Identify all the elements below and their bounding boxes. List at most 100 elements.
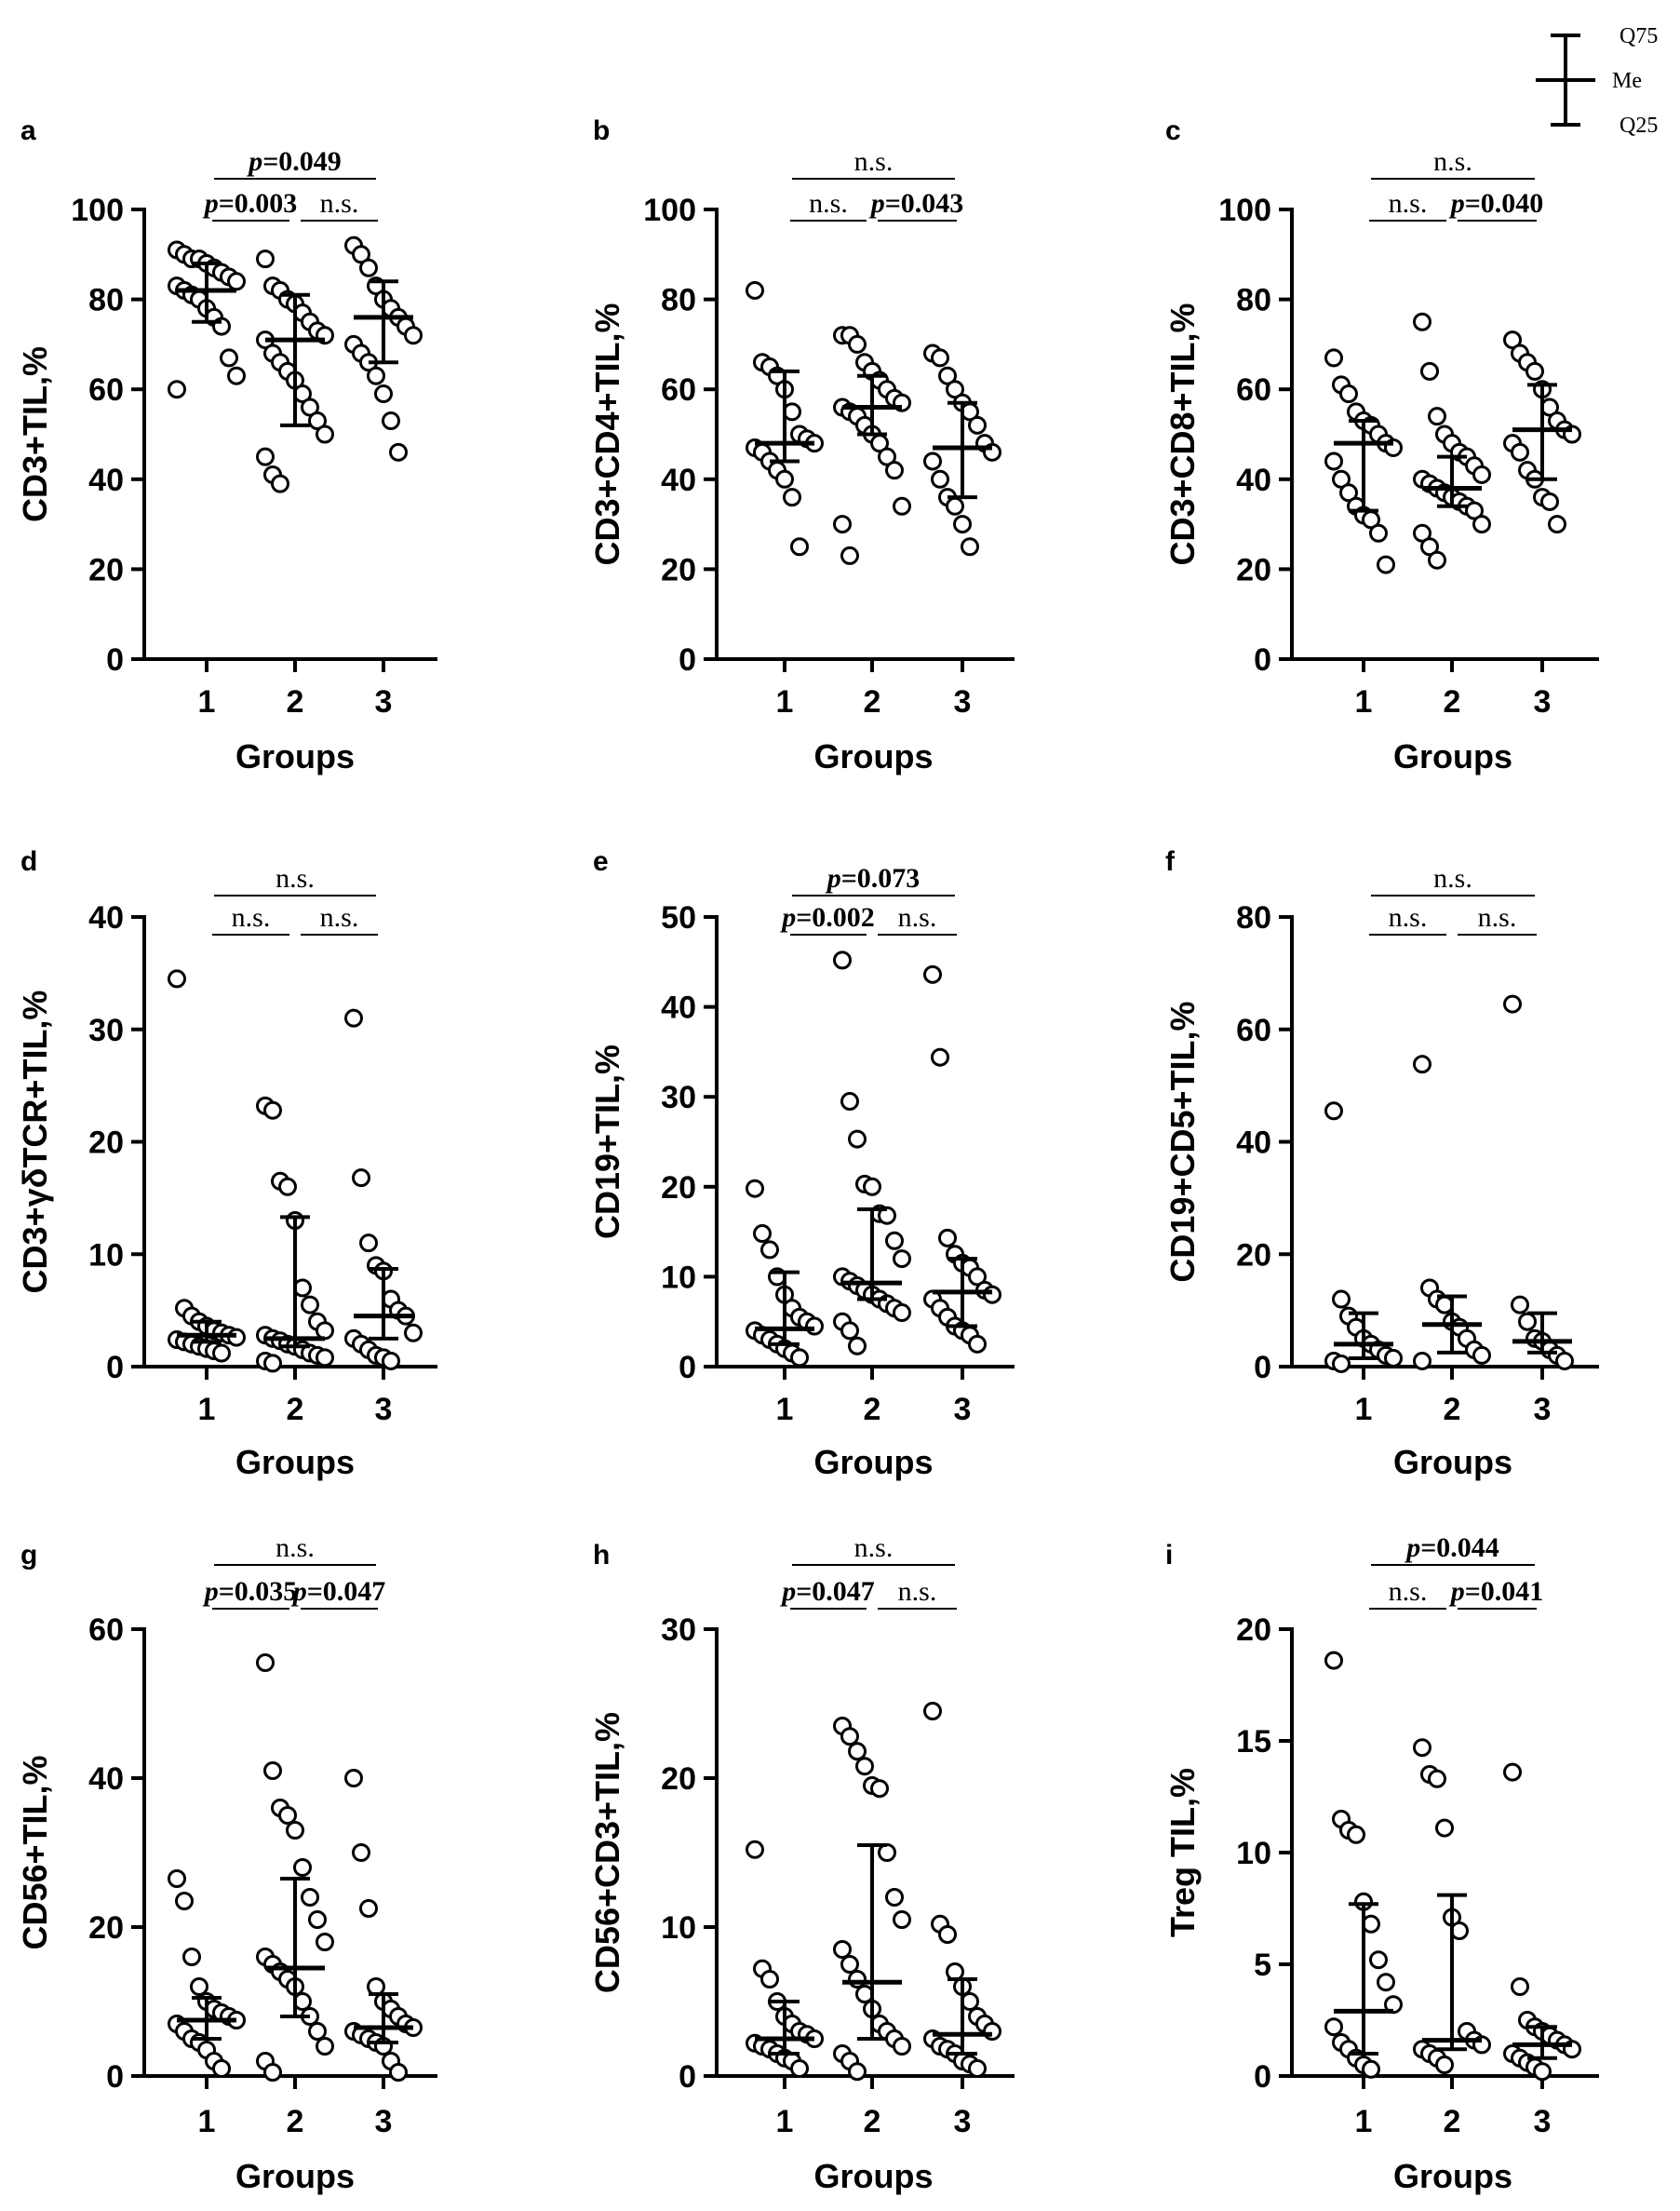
y-tick-label: 20	[88, 1126, 124, 1161]
significance-label: n.s.	[898, 902, 937, 933]
data-point	[968, 2059, 987, 2078]
data-point	[212, 2059, 231, 2078]
legend-q75-label: Q75	[1620, 24, 1658, 48]
y-axis-title: Treg TIL,%	[1163, 1768, 1202, 1937]
data-point	[848, 1970, 867, 1989]
data-point	[946, 496, 964, 516]
data-point	[783, 488, 801, 507]
legend: Q75 Me Q25	[1536, 24, 1658, 138]
data-point	[1555, 1351, 1574, 1370]
data-point	[885, 1231, 904, 1250]
data-point	[840, 1092, 859, 1112]
data-point	[389, 442, 408, 462]
x-axis-title: Groups	[813, 1443, 933, 1481]
y-tick-label: 20	[661, 1170, 696, 1206]
data-point	[227, 272, 246, 291]
significance-label: n.s.	[276, 1532, 315, 1563]
significance-label: n.s.	[1478, 902, 1517, 933]
data-point	[805, 1316, 824, 1336]
data-point	[848, 2062, 867, 2082]
x-tick-label: 2	[287, 1392, 304, 1427]
data-point	[893, 2037, 911, 2056]
data-point	[263, 1100, 282, 1120]
y-tick-label: 10	[1236, 1836, 1271, 1871]
data-point	[885, 1888, 904, 1907]
data-point	[1435, 2056, 1454, 2074]
data-point	[344, 1008, 363, 1028]
y-tick-label: 80	[1236, 900, 1271, 936]
data-point	[1511, 1977, 1529, 1996]
data-point	[848, 334, 867, 354]
x-tick-label: 1	[776, 1392, 794, 1427]
panel-a: a 0 20 40 60 80 100 1 2 3 Groups CD3+TIL,% p=0.049 p=…	[16, 115, 437, 775]
x-axis-title: Groups	[235, 737, 355, 775]
panel-e: e 0 10 20 30 40 50 1 2 3 Groups CD19+TIL,% p=0.073 p=…	[588, 846, 1015, 1481]
data-point	[893, 1910, 911, 1929]
data-point	[833, 950, 852, 970]
panel-letter: g	[20, 1540, 37, 1571]
data-point	[870, 1779, 889, 1799]
significance-label: p=0.040	[1448, 188, 1544, 219]
data-point	[1324, 452, 1343, 471]
data-point	[1413, 1055, 1431, 1074]
significance-label: p=0.044	[1404, 1532, 1499, 1563]
panel-h: h 0 10 20 30 1 2 3 Groups CD56+CD3+TIL,% n.s. p=0.0…	[588, 1532, 1015, 2195]
y-tick-label: 20	[661, 552, 696, 587]
x-axis-title: Groups	[813, 737, 933, 775]
y-tick-label: 10	[661, 1260, 696, 1295]
data-point	[1362, 1914, 1380, 1934]
data-point	[1503, 994, 1522, 1014]
data-point	[946, 1962, 964, 1981]
data-point	[1324, 1101, 1343, 1121]
y-tick-label: 60	[88, 1612, 124, 1648]
data-point	[885, 461, 904, 480]
y-tick-label: 0	[679, 2059, 696, 2095]
y-tick-label: 20	[88, 1910, 124, 1946]
data-point	[1472, 515, 1491, 534]
y-tick-label: 40	[1236, 1126, 1271, 1161]
data-point	[923, 964, 942, 984]
data-point	[374, 384, 393, 404]
data-point	[923, 1702, 942, 1720]
y-tick-label: 0	[679, 642, 696, 678]
data-point	[1428, 550, 1446, 570]
significance-label: p=0.041	[1448, 1576, 1544, 1607]
data-point	[863, 1177, 881, 1196]
data-point	[344, 1769, 363, 1787]
x-axis-title: Groups	[235, 2157, 355, 2195]
data-point	[931, 469, 949, 489]
y-tick-label: 80	[661, 283, 696, 318]
data-point	[923, 452, 942, 471]
x-tick-label: 3	[375, 684, 393, 720]
x-tick-label: 2	[864, 2104, 881, 2139]
y-tick-label: 0	[106, 1350, 124, 1385]
data-point	[263, 1354, 282, 1373]
data-point	[1332, 1289, 1351, 1309]
data-point	[878, 1843, 896, 1862]
x-tick-label: 3	[954, 2104, 972, 2139]
significance-label: n.s.	[854, 1532, 894, 1563]
data-point	[1384, 1348, 1403, 1368]
significance-label: p=0.002	[779, 902, 875, 933]
legend-me-label: Me	[1612, 69, 1642, 93]
data-point	[1518, 1312, 1537, 1331]
data-point	[1324, 2017, 1343, 2037]
y-axis-title: CD19+TIL,%	[588, 1045, 626, 1239]
significance-label: p=0.049	[246, 146, 342, 177]
y-tick-label: 40	[88, 900, 124, 936]
data-point	[278, 1806, 297, 1825]
x-tick-label: 2	[287, 684, 304, 720]
y-axis-title: CD3+γδTCR+TIL,%	[16, 991, 54, 1294]
data-point	[359, 1899, 378, 1918]
significance-label: n.s.	[1389, 1576, 1428, 1607]
panel-letter: b	[593, 115, 610, 146]
x-tick-label: 3	[1534, 2104, 1552, 2139]
data-point	[1413, 1738, 1431, 1758]
data-point	[893, 1303, 911, 1323]
data-point	[790, 1348, 809, 1368]
data-point	[293, 1278, 312, 1298]
significance-label: p=0.035	[202, 1576, 298, 1607]
data-point	[833, 515, 852, 534]
data-point	[359, 1234, 378, 1253]
data-point	[840, 1727, 859, 1746]
